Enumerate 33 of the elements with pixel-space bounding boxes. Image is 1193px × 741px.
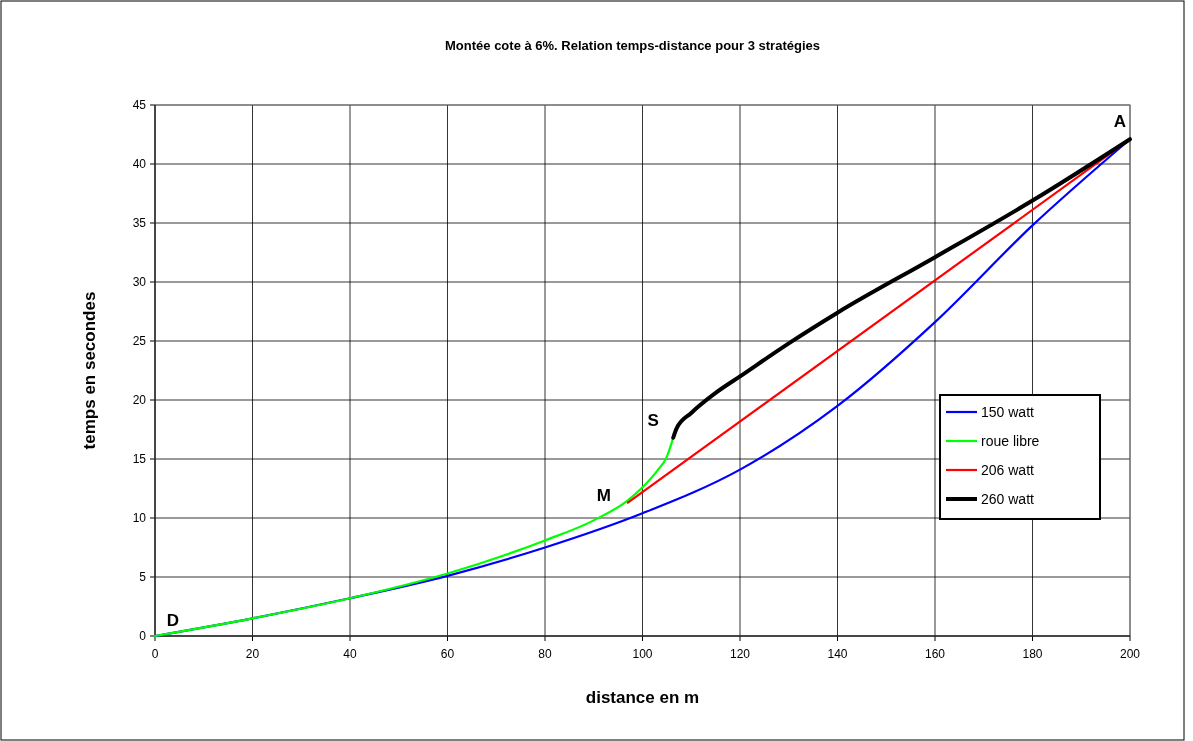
- y-axis-title: temps en secondes: [80, 291, 99, 450]
- x-tick-label: 60: [440, 647, 455, 661]
- annotation: S: [647, 410, 659, 430]
- y-tick-label: 35: [132, 216, 147, 230]
- annotation: D: [166, 611, 180, 630]
- y-tick-label: 40: [132, 157, 147, 171]
- x-tick-label: 140: [827, 647, 848, 661]
- line-series: [153, 436, 675, 638]
- y-tick-label: 45: [132, 98, 147, 112]
- legend-label: 206 watt: [981, 462, 1035, 478]
- y-tick-label: 10: [132, 511, 147, 525]
- x-tick-label: 0: [151, 647, 159, 661]
- x-tick-label: 200: [1119, 647, 1141, 661]
- x-tick-label: 80: [538, 647, 552, 661]
- legend-label: roue libre: [981, 433, 1040, 449]
- x-tick-label: 160: [924, 647, 946, 661]
- x-tick-label: 180: [1022, 647, 1043, 661]
- x-tick-label: 40: [343, 647, 357, 661]
- x-tick-label: 100: [632, 647, 653, 661]
- annotation: M: [596, 485, 611, 505]
- y-tick-label: 0: [139, 629, 147, 643]
- x-tick-label: 20: [245, 647, 260, 661]
- annotation: A: [1113, 112, 1127, 132]
- y-tick-label: 15: [132, 452, 147, 466]
- y-tick-label: 30: [132, 275, 147, 289]
- y-tick-label: 20: [132, 393, 147, 407]
- y-tick-label: 25: [132, 334, 147, 348]
- chart-title: Montée cote à 6%. Relation temps-distance pour 3 stratégies: [445, 38, 820, 53]
- legend-label: 150 watt: [981, 404, 1035, 420]
- y-tick-label: 5: [139, 570, 147, 584]
- x-tick-label: 120: [729, 647, 751, 661]
- x-axis-title: distance en m: [585, 688, 700, 707]
- legend-label: 260 watt: [981, 491, 1035, 507]
